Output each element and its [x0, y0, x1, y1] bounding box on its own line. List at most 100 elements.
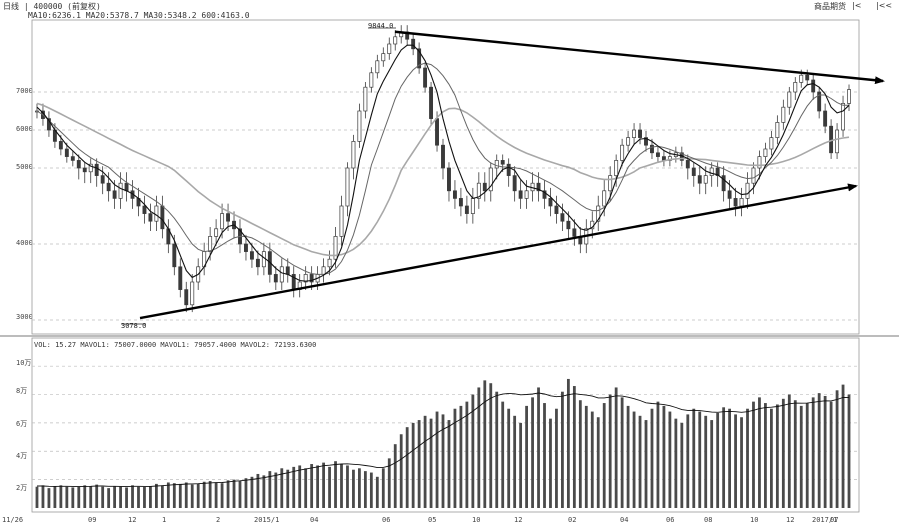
price-panel-frame [31, 19, 860, 335]
volume-bar [113, 486, 117, 508]
candle-body [226, 213, 231, 222]
volume-bar [196, 483, 200, 508]
volume-tick-4: 4万 [16, 452, 28, 460]
volume-bar [435, 411, 439, 508]
volume-bar [764, 403, 767, 508]
volume-bar [101, 486, 105, 508]
volume-panel-frame [31, 337, 860, 513]
candle-body [841, 103, 845, 131]
candle-body [58, 141, 63, 150]
volume-average-line [37, 392, 850, 488]
date-tick-label: 10 [750, 516, 759, 524]
volume-bar [387, 458, 391, 508]
candle-body [644, 137, 648, 146]
date-tick-label: 10 [472, 516, 481, 524]
volume-bar [841, 384, 845, 508]
candle-body [650, 144, 654, 154]
candle-body [357, 110, 362, 142]
candle-body [476, 182, 481, 199]
date-tick-label: 12 [514, 516, 523, 524]
candle-body [423, 67, 428, 88]
candle-body [733, 198, 738, 207]
candle-body [279, 266, 284, 283]
volume-bar [758, 397, 761, 508]
volume-tick-2: 2万 [16, 484, 28, 492]
volume-bar [137, 486, 140, 508]
volume-bar [644, 420, 648, 508]
volume-bar [572, 386, 576, 508]
volume-bar [447, 420, 451, 508]
candle-body [387, 43, 392, 54]
toolbar-button-futures[interactable]: 商品期货 [814, 2, 846, 11]
candle-body [632, 129, 637, 138]
date-tick-label: 11/26 [2, 516, 24, 524]
volume-bar [226, 480, 230, 508]
volume-bar [334, 461, 337, 508]
candle-body [64, 148, 69, 157]
volume-bar [590, 411, 594, 508]
candle-body [739, 198, 744, 207]
volume-bar [59, 485, 63, 508]
date-tick-label: 08 [704, 516, 713, 524]
volume-bar [262, 475, 266, 508]
candle-body [626, 137, 631, 146]
candle-body [214, 228, 219, 237]
candle-body [847, 89, 851, 104]
volume-bar [41, 485, 45, 508]
volume-bar [381, 468, 385, 508]
volume-tick-10: 10万 [16, 359, 32, 367]
volume-bar [465, 401, 469, 508]
candle-body [596, 205, 601, 222]
volume-bar [722, 407, 726, 508]
candle-body [369, 72, 374, 88]
candle-body [781, 106, 786, 123]
candle-body [655, 152, 660, 157]
candle-body [417, 48, 422, 69]
candle-body [172, 243, 177, 268]
volume-bar [95, 484, 99, 508]
volume-bar [823, 395, 827, 508]
volume-bar [578, 400, 582, 508]
date-tick-label: 04 [620, 516, 629, 524]
volume-bar [35, 486, 39, 508]
volume-bar [561, 391, 564, 508]
volume-bar [131, 485, 134, 508]
volume-legend: VOL: 15.27 MAVOL1: 75007.0000 MAVOL1: 79… [34, 341, 317, 349]
volume-bar [441, 414, 445, 508]
candle-body [303, 274, 308, 283]
date-tick-label: 07 [830, 516, 839, 524]
candle-body [458, 198, 463, 207]
volume-bar [477, 387, 481, 508]
toolbar-button-back[interactable]: |<< [876, 1, 893, 10]
candle-body [542, 190, 547, 199]
volume-bar [626, 405, 630, 508]
volume-bar [268, 471, 272, 508]
moving-average-legend: MA10:6236.1 MA20:5378.7 MA30:5348.2 600:… [28, 11, 250, 20]
date-tick-label: 04 [310, 516, 319, 524]
candle-body [470, 198, 475, 214]
candle-body [763, 148, 768, 157]
volume-bar [459, 405, 463, 508]
candle-body [118, 182, 123, 199]
candle-body [691, 167, 696, 176]
volume-bar [304, 468, 308, 508]
candle-body [488, 167, 493, 192]
candle-body [327, 258, 332, 268]
volume-tick-8: 8万 [16, 387, 28, 395]
candle-body [835, 129, 840, 154]
candle-body [435, 118, 439, 146]
volume-bar [316, 465, 320, 508]
volume-bar [769, 408, 773, 508]
volume-bar [752, 401, 755, 508]
ma-mid-line [36, 62, 849, 275]
date-tick-label: 12 [128, 516, 137, 524]
toolbar-button-first[interactable]: |< [852, 1, 862, 10]
volume-bar [483, 380, 487, 508]
ma-long-line [36, 102, 850, 257]
volume-bar [775, 404, 779, 508]
volume-bar [346, 465, 349, 508]
volume-bar [352, 469, 355, 508]
volume-bar [811, 397, 815, 508]
candle-body [381, 53, 386, 62]
